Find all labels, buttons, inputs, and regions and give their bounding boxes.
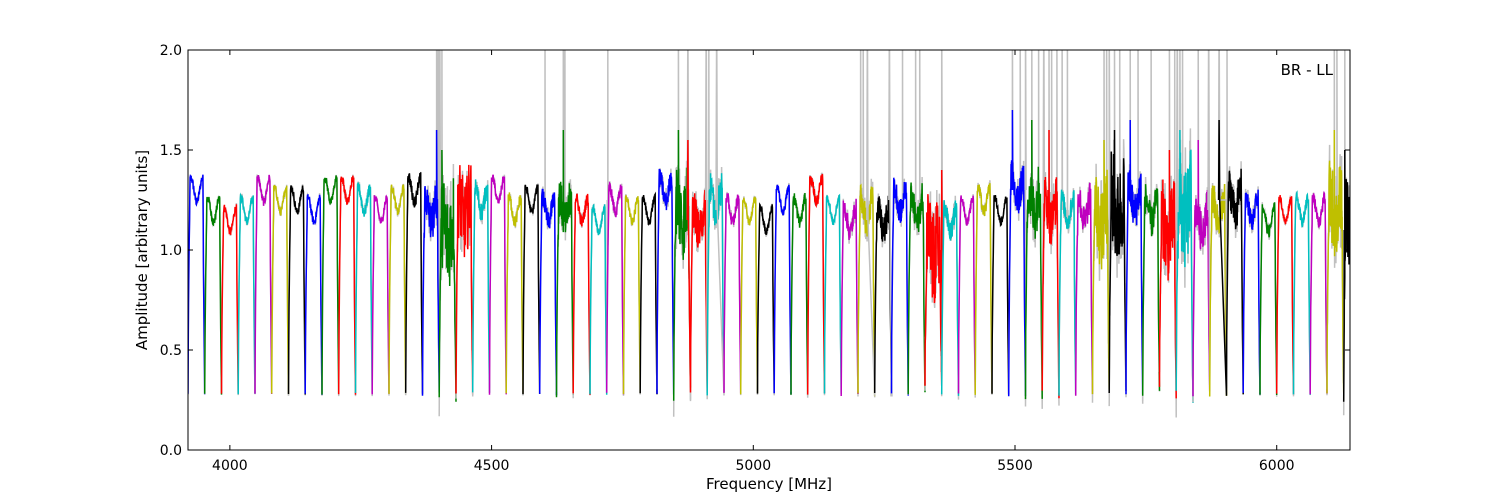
series-channel-24 <box>589 203 608 395</box>
series-channel-58 <box>1158 149 1177 399</box>
series-channel-41 <box>873 192 893 397</box>
series-channel-57 <box>1141 184 1161 396</box>
series-channel-44 <box>924 169 944 386</box>
series-channel-56 <box>1125 119 1144 395</box>
series-layer <box>188 50 1350 418</box>
series-channel-38 <box>823 193 842 395</box>
series-channel-35 <box>773 184 792 395</box>
series-channel-67 <box>1309 190 1328 395</box>
series-channel-5 <box>270 184 290 395</box>
series-channel-42 <box>890 177 909 396</box>
series-channel-46 <box>957 195 976 394</box>
series-channel-64 <box>1259 202 1278 396</box>
x-axis-label: Frequency [MHz] <box>706 475 832 493</box>
series-channel-14 <box>421 129 440 396</box>
series-channel-7 <box>304 193 323 395</box>
series-channel-4 <box>254 174 273 395</box>
series-channel-66 <box>1292 190 1311 395</box>
series-channel-17 <box>471 179 491 393</box>
series-channel-32 <box>723 192 742 394</box>
series-channel-50 <box>1024 119 1043 400</box>
series-channel-61 <box>1208 183 1228 397</box>
series-channel-23 <box>572 193 591 396</box>
series-channel-18 <box>488 174 507 395</box>
series-channel-8 <box>321 175 340 395</box>
series-channel-63 <box>1242 189 1261 395</box>
series-channel-65 <box>1275 194 1295 395</box>
series-channel-53 <box>1074 182 1094 396</box>
series-channel-15 <box>438 149 457 402</box>
y-tick-label-1: 0.5 <box>160 343 182 359</box>
series-channel-20 <box>522 184 541 395</box>
series-channel-22 <box>555 129 574 398</box>
series-channel-0 <box>188 173 206 395</box>
series-channel-59 <box>1175 129 1194 403</box>
series-channel-34 <box>756 202 775 394</box>
series-channel-52 <box>1058 189 1077 396</box>
series-channel-16 <box>455 164 474 395</box>
series-channel-51 <box>1041 129 1060 399</box>
series-channel-26 <box>622 195 641 395</box>
plot-background <box>188 50 1350 450</box>
series-channel-2 <box>220 204 239 394</box>
series-channel-9 <box>337 175 357 395</box>
series-channel-27 <box>639 191 658 395</box>
series-channel-13 <box>404 172 424 394</box>
series-channel-55 <box>1108 129 1127 394</box>
series-channel-3 <box>237 192 256 395</box>
series-channel-43 <box>907 182 926 395</box>
x-tick-label-4: 6000 <box>1259 458 1295 474</box>
series-channel-45 <box>940 200 960 396</box>
x-tick-label-1: 4500 <box>474 458 510 474</box>
x-tick-label-0: 4000 <box>212 458 248 474</box>
chart-annotation: BR - LL <box>1281 61 1334 79</box>
series-channel-36 <box>790 192 809 396</box>
x-tick-label-3: 5500 <box>997 458 1033 474</box>
series-channel-21 <box>538 188 558 396</box>
series-channel-28 <box>656 168 675 395</box>
y-axis-label: Amplitude [arbitrary units] <box>133 150 151 350</box>
series-channel-1 <box>203 196 223 395</box>
series-channel-48 <box>991 194 1010 395</box>
y-tick-label-0: 0.0 <box>160 443 182 459</box>
series-channel-54 <box>1091 139 1110 395</box>
series-channel-47 <box>974 183 993 395</box>
series-channel-49 <box>1007 109 1027 397</box>
series-channel-68 <box>1326 129 1345 394</box>
tick-layer: 4000 4500 5000 5500 6000 0.0 0.5 1.0 1.5 2.0 <box>160 43 1350 474</box>
series-channel-30 <box>686 139 708 394</box>
series-channel-33 <box>739 195 759 395</box>
series-channel-19 <box>505 192 524 394</box>
series-channel-62 <box>1217 119 1244 396</box>
series-channel-60 <box>1192 139 1211 397</box>
series-channel-25 <box>605 181 625 395</box>
x-tick-label-2: 5000 <box>735 458 771 474</box>
series-channel-40 <box>857 183 876 397</box>
series-channel-37 <box>806 173 826 395</box>
series-channel-6 <box>287 185 306 395</box>
y-tick-label-3: 1.5 <box>160 143 182 159</box>
series-channel-12 <box>388 184 407 395</box>
series-channel-39 <box>840 198 859 397</box>
series-channel-10 <box>354 182 373 394</box>
raw-series-channel-57 <box>1141 50 1161 402</box>
series-channel-69 <box>1342 149 1350 402</box>
series-channel-11 <box>371 194 390 395</box>
y-tick-label-2: 1.0 <box>160 243 182 259</box>
y-tick-label-4: 2.0 <box>160 43 182 59</box>
